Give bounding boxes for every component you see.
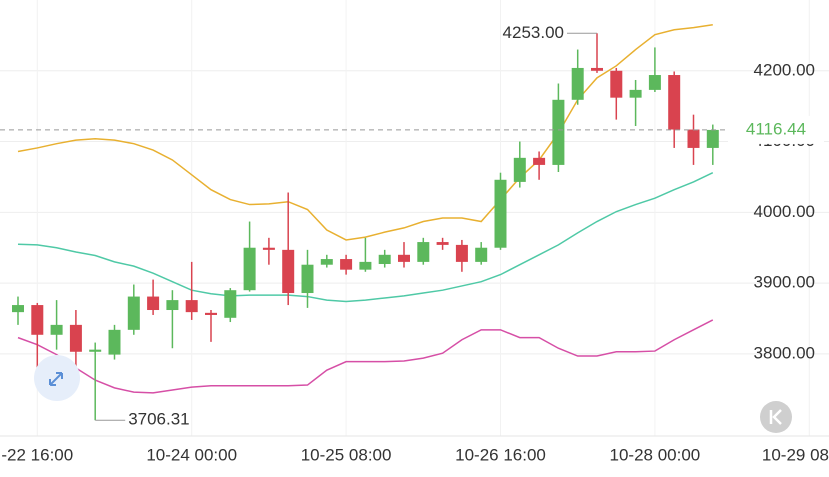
candle-body [494, 179, 507, 248]
candle-body [89, 349, 102, 352]
candle-body [571, 67, 584, 100]
candle-body [706, 129, 719, 148]
candle-body [436, 242, 449, 245]
candle-body [513, 157, 526, 182]
last-price-box [728, 115, 824, 144]
y-tick-label: 4200.00 [754, 60, 815, 79]
candle-body [398, 254, 410, 262]
bands [17, 24, 714, 394]
candle-body [108, 329, 121, 355]
min-label: 3706.31 [128, 410, 189, 429]
last-price-label: 4116.44 [746, 119, 806, 138]
x-tick-label: -22 16:00 [1, 445, 73, 464]
candle-body [127, 296, 140, 330]
candle-body [533, 157, 546, 165]
candle-body [185, 300, 198, 313]
candle-body [378, 254, 391, 265]
candle-body [417, 242, 430, 262]
candle-body [475, 247, 488, 262]
candle-body [205, 312, 217, 315]
candle-body [301, 264, 314, 294]
candle-body [648, 75, 661, 90]
x-tick-label: 10-26 16:00 [455, 445, 546, 464]
x-tick-label: 10-28 00:00 [610, 445, 701, 464]
candle-body [455, 244, 468, 262]
candle-body [147, 296, 160, 311]
y-tick-label: 4000.00 [754, 202, 815, 221]
candle-body [591, 67, 603, 71]
candle-body [243, 247, 256, 291]
candle-body [69, 324, 82, 352]
candle-body [262, 247, 275, 250]
band-line [17, 24, 713, 241]
zoom-button[interactable] [34, 355, 80, 401]
candles [12, 33, 719, 421]
candle-body [687, 129, 700, 148]
candle-body [359, 261, 372, 270]
candle-body [282, 249, 295, 294]
max-label: 4253.00 [503, 23, 564, 42]
y-tick-label: 3900.00 [754, 273, 815, 292]
y-tick-label: 3800.00 [754, 343, 815, 362]
candle-body [12, 305, 24, 313]
grid [0, 0, 829, 436]
candle-body [166, 300, 179, 311]
band-line [17, 319, 714, 394]
candle-body [610, 70, 623, 98]
candle-body [629, 89, 642, 98]
candle-body [340, 259, 353, 270]
x-tick-label: 10-24 00:00 [146, 445, 237, 464]
candle-body [224, 290, 237, 318]
candle-body [552, 99, 565, 165]
x-tick-label: 10-29 08 [762, 445, 829, 464]
band-line [17, 172, 714, 303]
candle-body [320, 259, 333, 265]
candle-body [31, 305, 44, 335]
back-to-latest-button[interactable] [760, 401, 792, 433]
candle-body [668, 75, 681, 130]
candle-body [50, 324, 63, 335]
x-tick-label: 10-25 08:00 [301, 445, 392, 464]
